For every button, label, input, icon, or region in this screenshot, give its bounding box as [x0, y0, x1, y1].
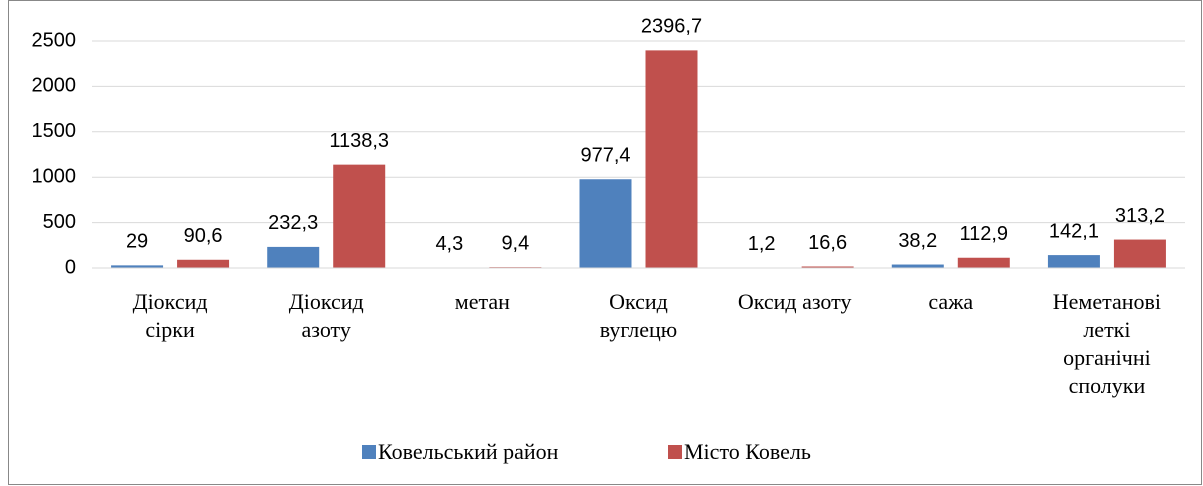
data-label: 977,4 [580, 145, 630, 167]
bar [1113, 239, 1166, 268]
data-label: 16,6 [808, 232, 847, 254]
bar [891, 264, 944, 268]
bar [333, 164, 386, 268]
bar [579, 179, 632, 268]
data-label: 112,9 [959, 223, 1008, 245]
x-tick-label: сажа [928, 289, 974, 314]
y-tick-label: 0 [65, 256, 76, 278]
x-tick-label: Діоксид сірки [132, 289, 208, 342]
bar [645, 50, 698, 268]
bar [111, 265, 164, 268]
y-tick-label: 500 [43, 211, 76, 233]
data-label: 1,2 [748, 233, 776, 255]
legend-label: Ковельський район [378, 439, 559, 464]
y-tick-label: 2000 [32, 75, 77, 97]
data-label: 2396,7 [641, 16, 702, 38]
bar [1047, 255, 1100, 268]
legend-swatch [668, 445, 682, 459]
data-label: 9,4 [501, 232, 529, 254]
x-tick-label: метан [454, 289, 510, 314]
data-label: 313,2 [1115, 205, 1165, 227]
data-label: 142,1 [1049, 220, 1099, 242]
y-tick-label: 2500 [32, 29, 77, 51]
legend-swatch [362, 445, 376, 459]
bar [801, 266, 854, 268]
data-label: 1138,3 [329, 130, 389, 152]
bar [267, 246, 320, 268]
bar [957, 257, 1010, 268]
bar [177, 259, 230, 268]
y-tick-label: 1000 [32, 165, 77, 187]
y-tick-label: 1500 [32, 120, 77, 142]
data-label: 232,3 [268, 212, 318, 234]
x-tick-label: Діоксид азоту [288, 289, 364, 342]
x-tick-label: Оксид вуглецю [599, 289, 678, 342]
x-tick-label: Неметанові леткі органічні сполуки [1052, 289, 1162, 398]
data-label: 90,6 [184, 225, 223, 247]
legend-label: Місто Ковель [684, 439, 811, 464]
data-label: 38,2 [898, 230, 937, 252]
x-tick-label: Оксид азоту [737, 289, 852, 314]
data-label: 29 [126, 231, 148, 253]
data-label: 4,3 [435, 233, 463, 255]
